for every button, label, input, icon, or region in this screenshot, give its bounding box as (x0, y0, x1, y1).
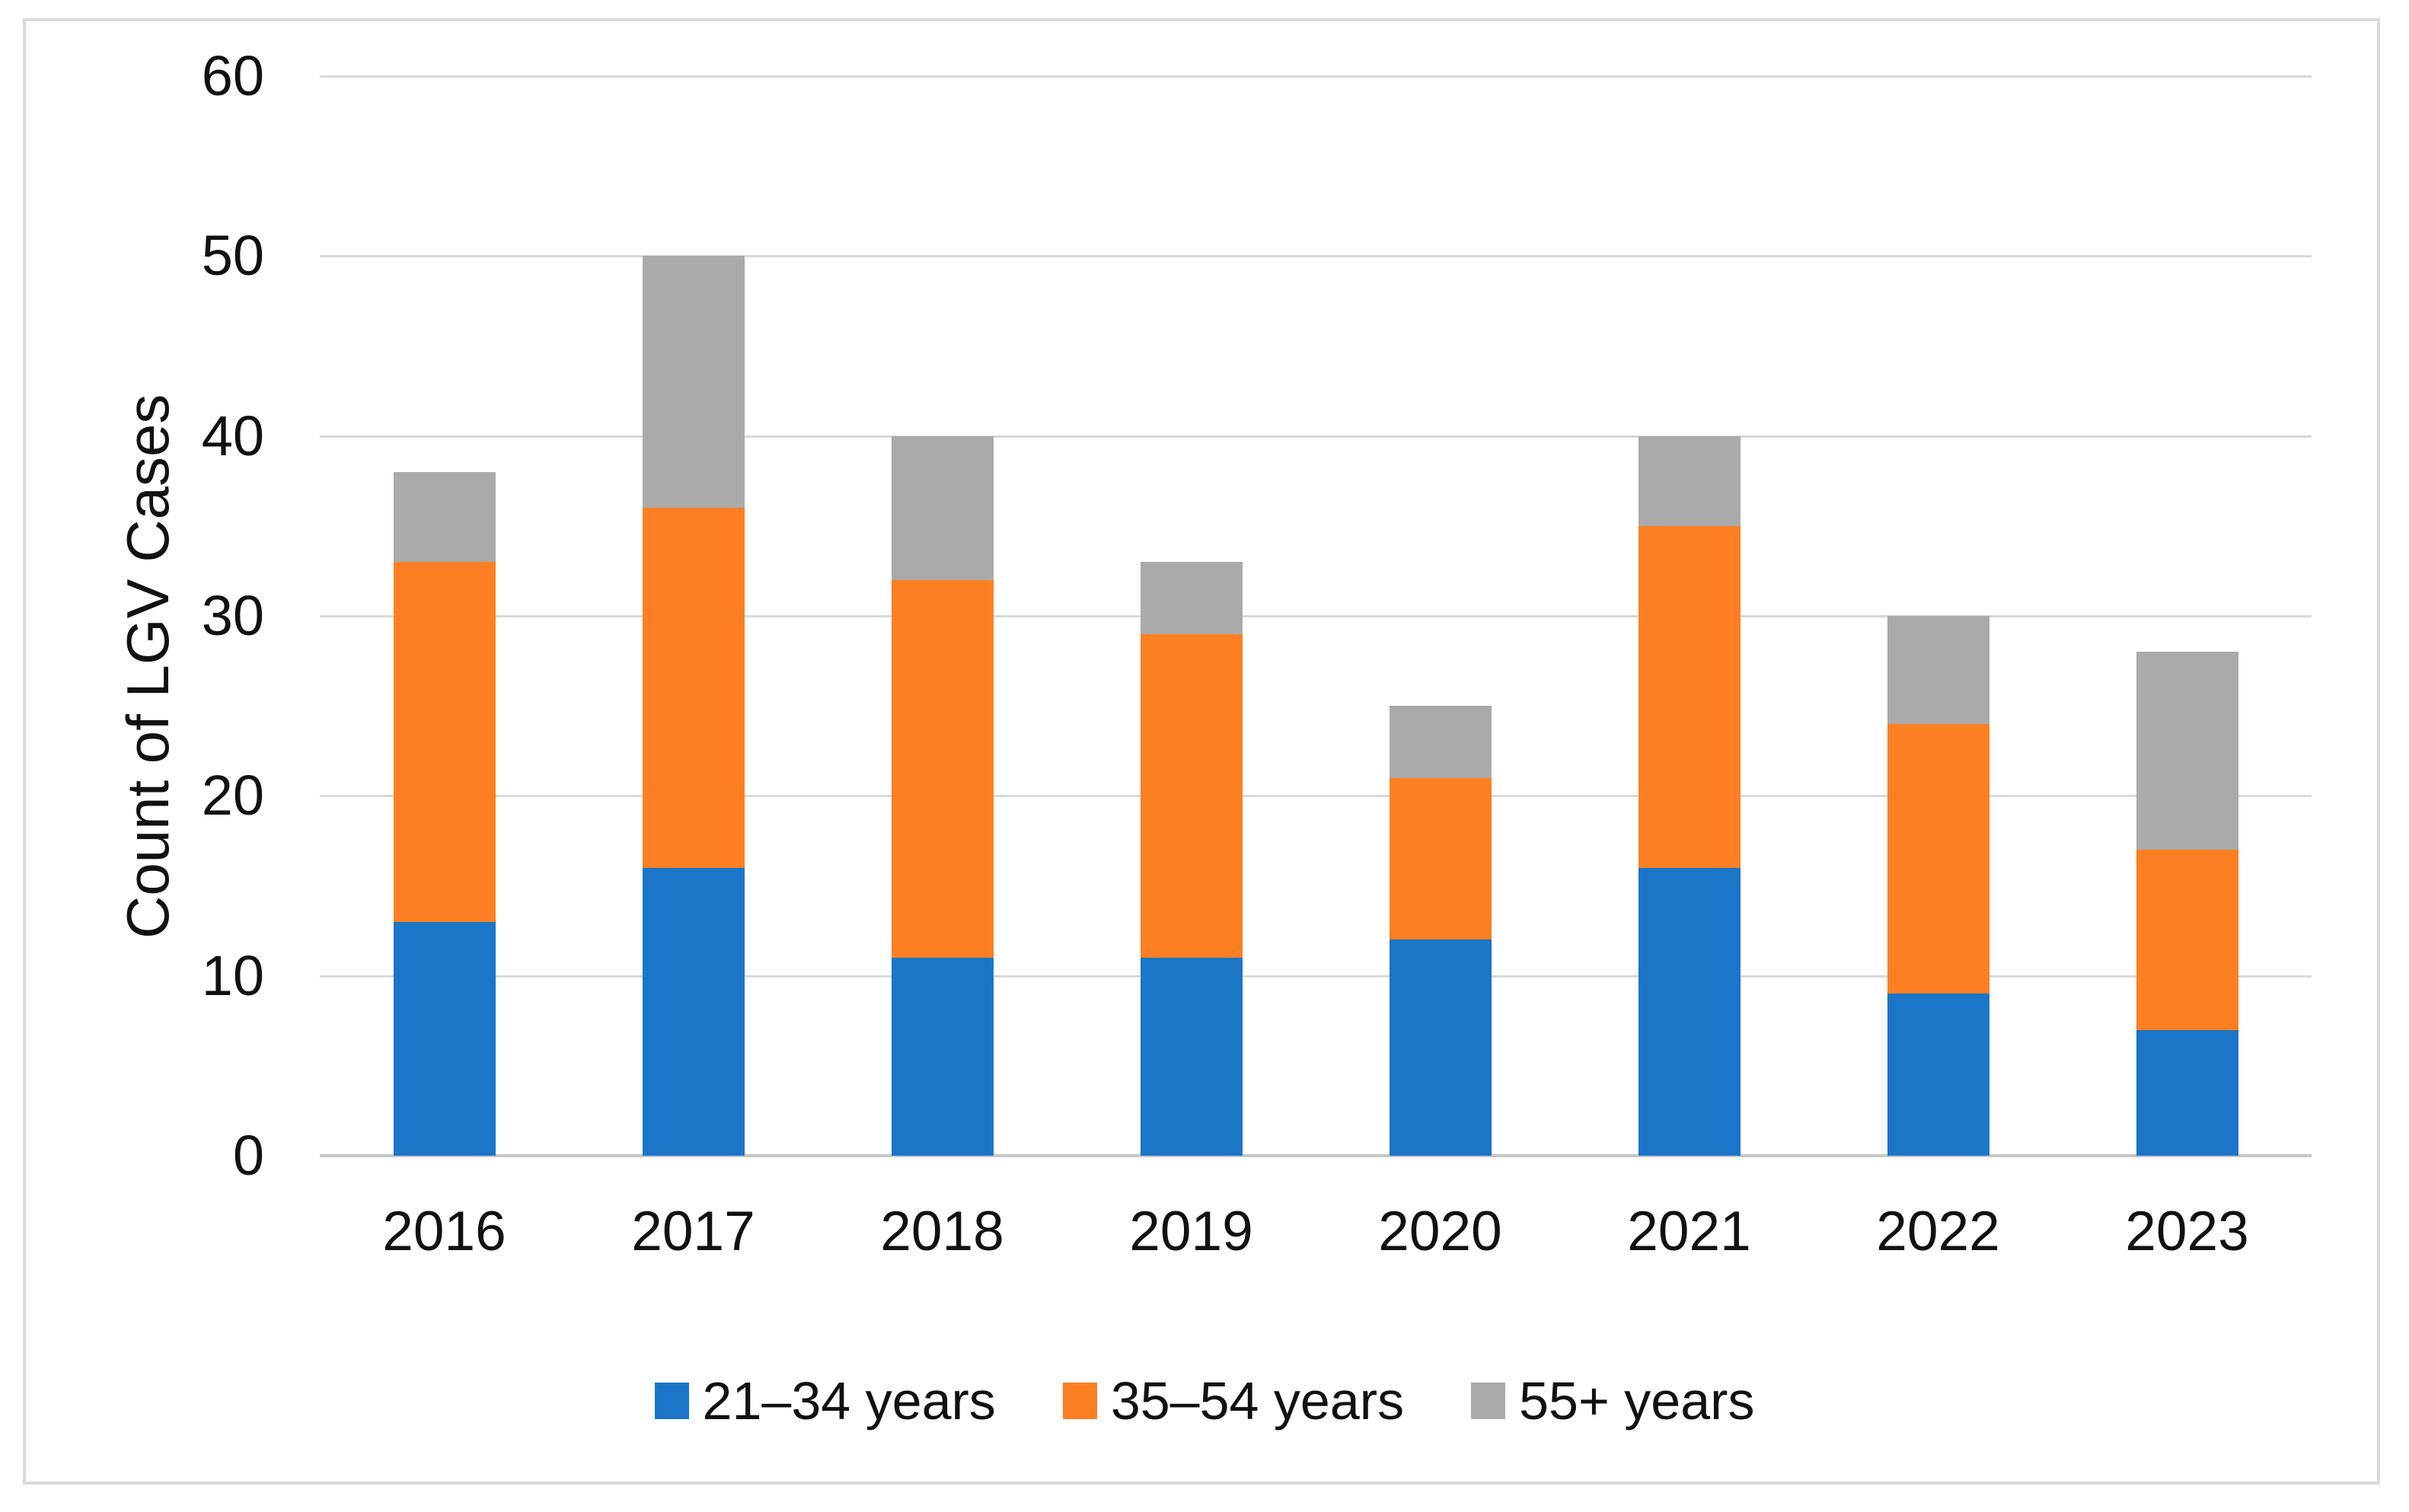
y-tick-label-20: 20 (201, 764, 264, 828)
bar-segment-2022-35–54-years (1887, 723, 1989, 994)
y-tick-label-10: 10 (201, 943, 264, 1007)
bar-segment-2019-21–34-years (1140, 958, 1243, 1156)
gridline-y40 (320, 435, 2312, 438)
bar-segment-2021-21–34-years (1638, 867, 1741, 1156)
bar-segment-2021-35–54-years (1638, 525, 1741, 868)
bar-segment-2020-35–54-years (1389, 777, 1492, 940)
gridline-y20 (320, 795, 2312, 798)
legend-item-55+-years: 55+ years (1471, 1374, 1754, 1427)
y-tick-label-0: 0 (232, 1124, 264, 1187)
gridline-y60 (320, 75, 2312, 78)
bar-segment-2018-35–54-years (891, 579, 994, 959)
x-tick-label-2017: 2017 (631, 1201, 755, 1262)
bar-segment-2022-55+-years (1887, 616, 1989, 724)
x-axis-line (320, 1154, 2312, 1157)
y-tick-label-60: 60 (201, 44, 264, 107)
legend-item-21–34-years: 21–34 years (654, 1371, 996, 1431)
bar-segment-2020-55+-years (1389, 706, 1492, 778)
bar-segment-2018-21–34-years (891, 958, 994, 1156)
bar-segment-2023-21–34-years (2136, 1029, 2238, 1156)
bar-segment-2017-35–54-years (642, 508, 745, 868)
bar-segment-2023-35–54-years (2136, 850, 2238, 1030)
bar-segment-2019-35–54-years (1140, 633, 1243, 959)
bar-segment-2018-55+-years (891, 435, 994, 580)
bar-segment-2017-21–34-years (642, 867, 745, 1156)
x-tick-label-2019: 2019 (1129, 1201, 1253, 1262)
legend-label: 55+ years (1519, 1371, 1755, 1431)
legend-item-35–54-years: 35–54 years (1062, 1371, 1405, 1431)
gridline-y10 (320, 975, 2312, 978)
legend-swatch-icon (654, 1383, 689, 1419)
gridline-y50 (320, 255, 2312, 258)
legend-swatch-icon (1471, 1383, 1506, 1419)
x-tick-label-2022: 2022 (1876, 1201, 2000, 1262)
x-tick-label-2023: 2023 (2125, 1201, 2249, 1262)
bar-segment-2016-35–54-years (393, 562, 496, 922)
x-tick-label-2018: 2018 (880, 1201, 1004, 1262)
legend-swatch-icon (1062, 1383, 1097, 1419)
bar-segment-2017-55+-years (642, 256, 745, 509)
x-tick-label-2021: 2021 (1627, 1201, 1751, 1262)
bar-segment-2021-55+-years (1638, 435, 1741, 526)
y-tick-label-30: 30 (201, 584, 264, 647)
bar-segment-2023-55+-years (2136, 652, 2238, 850)
bar-segment-2016-55+-years (393, 471, 496, 563)
gridline-y30 (320, 615, 2312, 617)
legend: 21–34 years 35–54 years 55+ years (0, 1369, 2409, 1433)
legend-label: 21–34 years (702, 1371, 996, 1431)
x-tick-label-2020: 2020 (1378, 1201, 1502, 1262)
bar-segment-2022-21–34-years (1887, 994, 1989, 1156)
y-tick-label-40: 40 (201, 404, 264, 467)
legend-label: 35–54 years (1110, 1371, 1405, 1431)
bar-segment-2019-55+-years (1140, 562, 1243, 634)
bar-segment-2016-21–34-years (393, 921, 496, 1156)
x-tick-label-2016: 2016 (382, 1201, 506, 1262)
y-tick-label-50: 50 (201, 224, 264, 288)
bar-segment-2020-21–34-years (1389, 939, 1492, 1156)
